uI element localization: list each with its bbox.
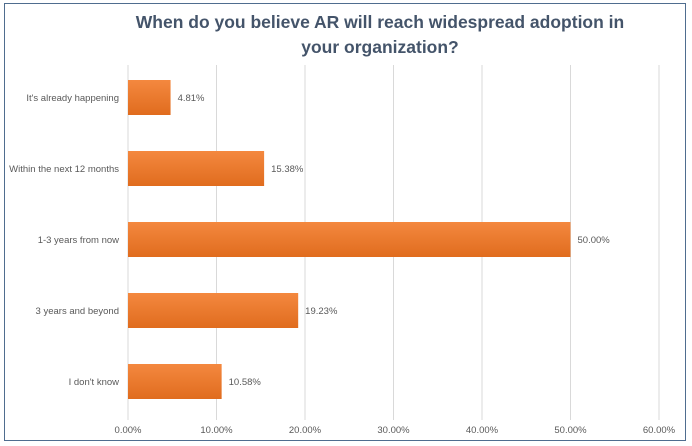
- data-label: 10.58%: [229, 377, 262, 388]
- bar: [128, 222, 571, 257]
- x-tick-label: 40.00%: [466, 425, 499, 436]
- x-tick-label: 60.00%: [643, 425, 676, 436]
- x-tick-label: 50.00%: [554, 425, 587, 436]
- data-label: 19.23%: [305, 306, 338, 317]
- bar: [128, 80, 171, 115]
- bar: [128, 293, 299, 328]
- category-label: I don't know: [69, 377, 120, 388]
- category-label: Within the next 12 months: [9, 164, 119, 175]
- bar: [128, 364, 222, 399]
- x-tick-label: 20.00%: [289, 425, 322, 436]
- bar: [128, 151, 265, 186]
- data-label: 50.00%: [578, 235, 611, 246]
- category-label: 1-3 years from now: [38, 235, 119, 246]
- chart-title: When do you believe AR will reach widesp…: [135, 12, 625, 57]
- category-label: 3 years and beyond: [36, 306, 119, 317]
- x-tick-label: 0.00%: [115, 425, 142, 436]
- category-label: It's already happening: [26, 93, 119, 104]
- data-label: 4.81%: [178, 93, 205, 104]
- data-label: 15.38%: [271, 164, 304, 175]
- x-tick-label: 30.00%: [377, 425, 410, 436]
- x-tick-label: 10.00%: [200, 425, 233, 436]
